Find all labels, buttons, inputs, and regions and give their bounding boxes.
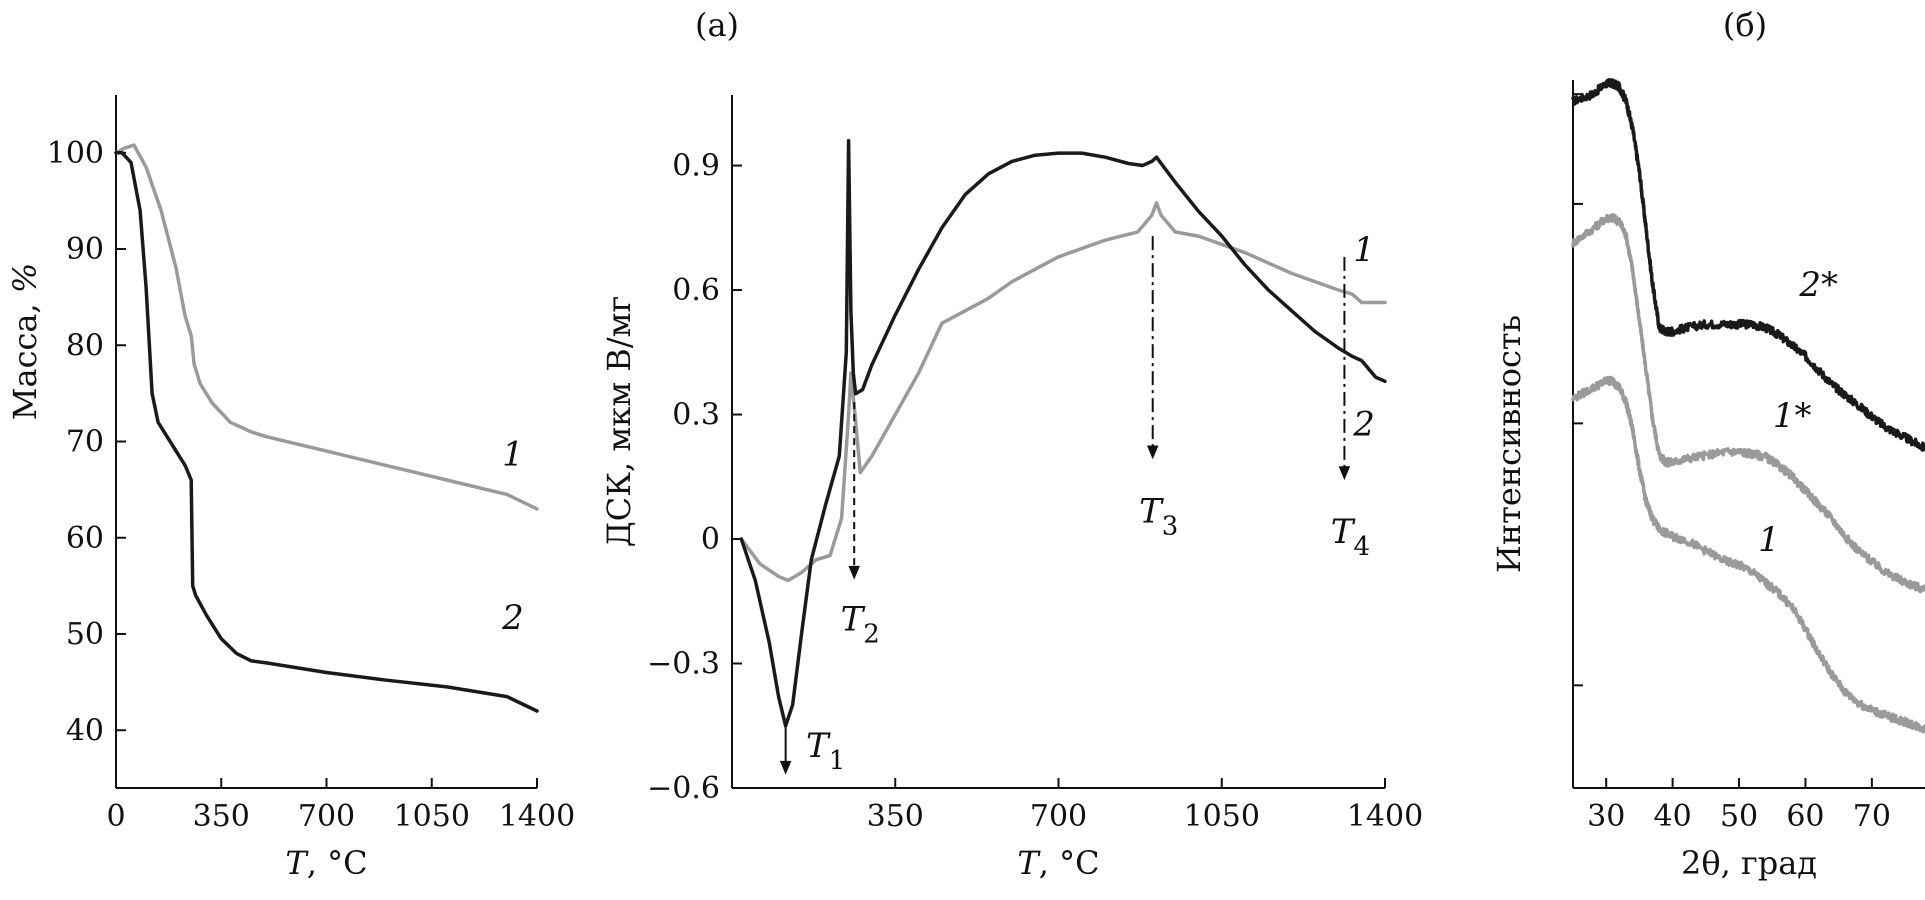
x-axis-label: 2θ, град xyxy=(1681,844,1817,882)
transition-label: T2 xyxy=(841,599,880,649)
series-1-line xyxy=(1571,375,1925,734)
x-tick-label: 40 xyxy=(1654,799,1692,834)
x-tick-label: 1400 xyxy=(499,799,575,834)
x-tick-label: 1400 xyxy=(1347,799,1423,834)
series-label: 2 xyxy=(501,598,524,638)
x-axis-label-unit: , °C xyxy=(307,844,368,882)
x-axis-label: T, °C xyxy=(285,844,367,882)
y-tick-label: 0.9 xyxy=(672,149,720,184)
x-tick-label: 700 xyxy=(298,799,355,834)
series-label: 2 xyxy=(1352,404,1375,444)
transition-label: T1 xyxy=(806,726,845,776)
chart-dsc: 350 700 1050 1400−0.6−0.300.30.60.9T, °CДСК… xyxy=(600,95,1423,882)
transition-label: T3 xyxy=(1139,491,1178,541)
panel-label-a: (а) xyxy=(695,6,739,44)
transition-label: T4 xyxy=(1331,512,1370,562)
series-1-line xyxy=(739,201,1387,583)
x-tick-label: 50 xyxy=(1720,799,1758,834)
x-axis-label-var: T xyxy=(1017,844,1041,882)
x-tick-label: 30 xyxy=(1587,799,1625,834)
x-tick-label: 70 xyxy=(1853,799,1891,834)
chart-xrd: 30 40 50 60 70 2θ, град Интенсивность 2* 1* 1 xyxy=(1490,78,1925,882)
transition-marker-arrow xyxy=(1338,466,1351,481)
y-tick-label: 60 xyxy=(66,521,104,556)
y-tick-label: 0 xyxy=(701,522,720,557)
transition-label-sub: 4 xyxy=(1353,532,1370,562)
y-axis-label: Масса, % xyxy=(6,263,44,421)
x-tick-label: 350 xyxy=(867,799,924,834)
transition-label-var: T xyxy=(806,726,831,766)
x-tick-label: 700 xyxy=(1030,799,1087,834)
y-tick-label: 100 xyxy=(47,136,104,171)
transition-label-var: T xyxy=(1331,512,1356,552)
y-tick-label: 90 xyxy=(66,232,104,267)
y-tick-label: 70 xyxy=(66,425,104,460)
series-label: 1 xyxy=(1758,520,1780,560)
y-axis-label-text: Масса, xyxy=(6,293,44,420)
y-tick-label: 50 xyxy=(66,617,104,652)
transition-marker-arrow xyxy=(779,760,792,775)
series-2-line xyxy=(114,151,539,713)
y-tick-label: 0.6 xyxy=(672,273,720,308)
series-label: 1 xyxy=(1353,230,1375,270)
series-2star-line xyxy=(1571,78,1925,452)
series-label: 1* xyxy=(1773,396,1812,436)
transition-label-var: T xyxy=(1139,491,1164,531)
transition-label-sub: 1 xyxy=(829,746,846,776)
y-tick-label: 80 xyxy=(66,328,104,363)
transition-marker-arrow xyxy=(848,565,860,580)
x-tick-label: 1050 xyxy=(394,799,470,834)
x-tick-label: 350 xyxy=(193,799,250,834)
x-axis-label-unit: , °C xyxy=(1039,844,1100,882)
y-axis-label-unit: % xyxy=(6,263,44,293)
y-tick-label: 40 xyxy=(66,713,104,748)
transition-label-var: T xyxy=(841,599,866,639)
transition-marker-arrow xyxy=(1146,445,1159,460)
series-2-line xyxy=(739,138,1387,728)
transition-label-sub: 3 xyxy=(1162,511,1179,541)
x-axis-label: T, °C xyxy=(1017,844,1099,882)
y-axis-label: Интенсивность xyxy=(1490,315,1528,573)
x-axis-label-var: T xyxy=(285,844,309,882)
series-label: 2* xyxy=(1798,265,1838,305)
panel-label-b: (б) xyxy=(1723,6,1767,44)
transition-label-sub: 2 xyxy=(863,619,880,649)
y-tick-label: −0.3 xyxy=(647,647,720,682)
x-tick-label: 1050 xyxy=(1184,799,1260,834)
x-tick-label: 60 xyxy=(1786,799,1824,834)
series-1star-line xyxy=(1571,213,1925,594)
series-1-line xyxy=(114,143,539,511)
series-label: 1 xyxy=(502,435,524,475)
x-tick-label: 0 xyxy=(106,799,125,834)
y-tick-label: 0.3 xyxy=(672,398,720,433)
y-tick-label: −0.6 xyxy=(647,771,720,806)
y-axis-label: ДСК, мкм В/мг xyxy=(600,296,638,548)
chart-tga: 0 350 700 1050 1400 40 50 60 70 80 90 100 T, °C Масса… xyxy=(6,95,575,882)
